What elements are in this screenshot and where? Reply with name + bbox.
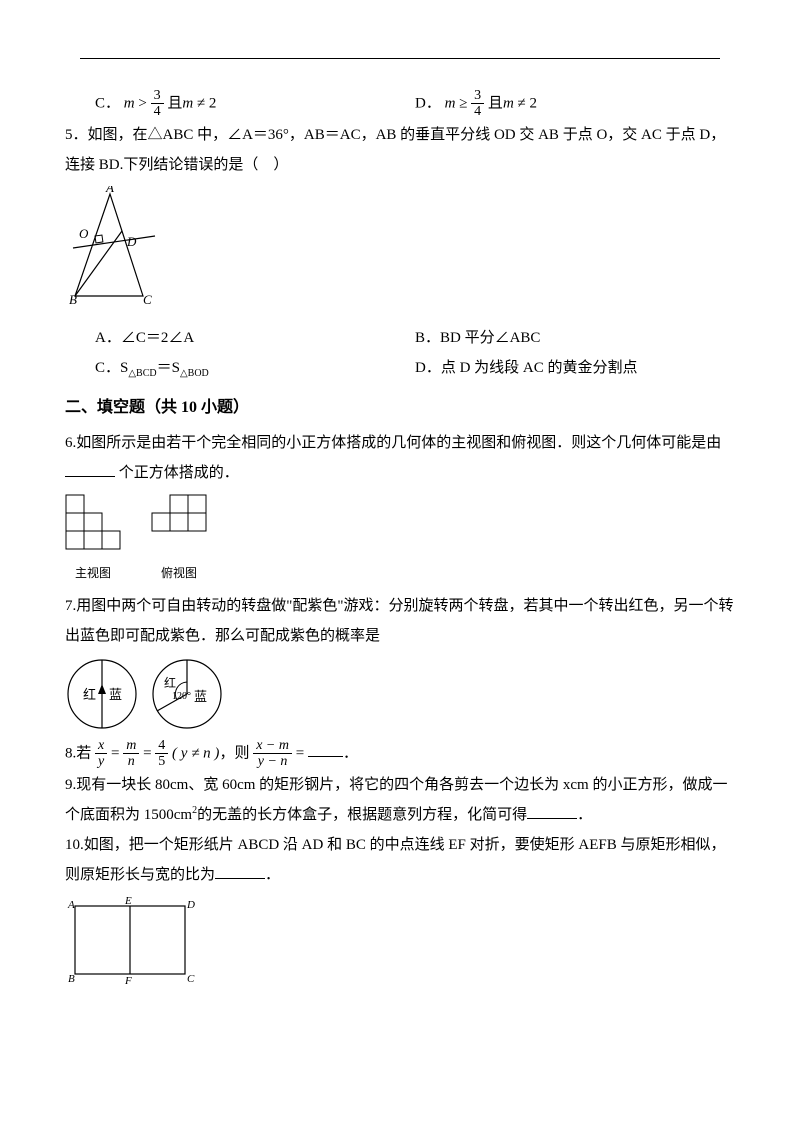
svg-text:F: F (124, 975, 132, 986)
q5c-sub2: △BOD (180, 368, 209, 379)
q8-mid: ，则 (219, 745, 249, 761)
section2-title: 二、填空题（共 10 小题） (65, 392, 735, 424)
q5-row2: C．S△BCD＝S△BOD D．点 D 为线段 AC 的黄金分割点 (65, 353, 735, 384)
svg-text:红: 红 (83, 687, 96, 702)
svg-text:D: D (186, 899, 195, 911)
q6-blank (65, 462, 115, 477)
q4d-frac: 34 (471, 88, 484, 120)
q8-eq1: = (107, 745, 123, 761)
q6-line1: 6.如图所示是由若干个完全相同的小正方体搭成的几何体的主视图和俯视图．则这个几何… (65, 435, 721, 451)
q4c-den: 4 (151, 104, 164, 119)
q4d-ne: ≠ 2 (514, 95, 537, 111)
svg-text:B: B (68, 973, 75, 985)
q5c-pre: C．S (95, 360, 128, 376)
q5-O: O (79, 226, 89, 241)
q4d-prefix: D． (415, 95, 441, 111)
q7-text: 7.用图中两个可自由转动的转盘做"配紫色"游戏：分别旋转两个转盘，若其中一个转出… (65, 591, 735, 651)
q6-fig-main: 主视图 (65, 494, 121, 585)
q4-options-row: C． m > 34 且m ≠ 2 D． m ≥ 34 且m ≠ 2 (65, 88, 735, 120)
q4c-prefix: C． (95, 95, 120, 111)
svg-text:蓝: 蓝 (109, 687, 122, 702)
q10-figure: A E D B F C (65, 896, 735, 997)
q4c-var: m (124, 95, 135, 111)
q8-f4: x − my − n (253, 738, 292, 770)
q9-t2: 的无盖的长方体盒子，根据题意列方程，化简可得 (197, 807, 527, 823)
q5-opt-a: A．∠C＝2∠A (95, 323, 415, 353)
q9-text: 9.现有一块长 80cm、宽 60cm 的矩形钢片，将它的四个角各剪去一个边长为… (65, 770, 735, 830)
q5-C: C (143, 292, 152, 306)
q6-fig-top: 俯视图 (151, 494, 207, 585)
q4c-frac: 34 (151, 88, 164, 120)
svg-text:红: 红 (164, 675, 176, 690)
q5-opt-c: C．S△BCD＝S△BOD (95, 353, 415, 384)
q4d-den: 4 (471, 104, 484, 119)
q6-line2: 个正方体搭成的． (115, 465, 239, 481)
q8-pre: 8.若 (65, 745, 91, 761)
svg-text:120°: 120° (172, 691, 191, 702)
q4d-tail: 且 (484, 95, 503, 111)
q4-opt-c: C． m > 34 且m ≠ 2 (95, 88, 415, 120)
q8-tail: ． (343, 745, 358, 761)
q4c-gt: > (135, 95, 151, 111)
q8-f1d: y (95, 754, 107, 769)
header-rule (80, 58, 720, 59)
q4c-m2: m (182, 95, 193, 111)
q5-A: A (105, 186, 114, 195)
q8-f1: xy (95, 738, 107, 770)
q5c-mid: ＝S (157, 360, 180, 376)
q5-row1: A．∠C＝2∠A B．BD 平分∠ABC (65, 323, 735, 353)
q4d-num: 3 (471, 88, 484, 104)
q7-spinner1: 红 蓝 (65, 657, 140, 732)
q7-spinner2: 红 120° 蓝 (150, 657, 225, 732)
q4c-num: 3 (151, 88, 164, 104)
q8-f2d: n (123, 754, 139, 769)
q8-text: 8.若 xy = mn = 45 ( y ≠ n )，则 x − my − n … (65, 738, 735, 770)
q6-text: 6.如图所示是由若干个完全相同的小正方体搭成的几何体的主视图和俯视图．则这个几何… (65, 428, 735, 488)
q5-figure: A B C O D (65, 186, 735, 317)
svg-text:蓝: 蓝 (194, 689, 207, 704)
q8-eq2: = (139, 745, 155, 761)
q5c-sub1: △BCD (128, 368, 156, 379)
q8-eq3: = (292, 745, 308, 761)
q9-blank (527, 804, 577, 819)
q8-f2n: m (123, 738, 139, 754)
q8-f4d: y − n (253, 754, 292, 769)
q4-opt-d: D． m ≥ 34 且m ≠ 2 (415, 88, 735, 120)
q8-f3: 45 (155, 738, 168, 770)
q5-opt-b: B．BD 平分∠ABC (415, 323, 735, 353)
q4c-tail: 且 (164, 95, 183, 111)
q4d-m2: m (503, 95, 514, 111)
q8-f4n: x − m (253, 738, 292, 754)
q7-figure: 红 蓝 红 120° 蓝 (65, 657, 735, 732)
q6-label2: 俯视图 (151, 561, 207, 585)
q4d-ge: ≥ (455, 95, 471, 111)
svg-text:C: C (187, 973, 195, 985)
q5-D: D (126, 234, 137, 249)
svg-text:E: E (124, 896, 132, 907)
q8-f1n: x (95, 738, 107, 754)
q8-f2: mn (123, 738, 139, 770)
svg-text:A: A (67, 899, 75, 911)
q5-opt-d: D．点 D 为线段 AC 的黄金分割点 (415, 353, 735, 384)
q10-blank (215, 864, 265, 879)
q10-text: 10.如图，把一个矩形纸片 ABCD 沿 AD 和 BC 的中点连线 EF 对折… (65, 830, 735, 890)
q5-B: B (69, 292, 77, 306)
q10-tail: ． (265, 867, 280, 883)
q5-text: 5．如图，在△ABC 中，∠A＝36°，AB＝AC，AB 的垂直平分线 OD 交… (65, 120, 735, 180)
q6-figure: 主视图 俯视图 (65, 494, 735, 585)
q4d-var: m (445, 95, 456, 111)
q8-f3d: 5 (155, 754, 168, 769)
q6-label1: 主视图 (65, 561, 121, 585)
q10-t: 10.如图，把一个矩形纸片 ABCD 沿 AD 和 BC 的中点连线 EF 对折… (65, 837, 725, 883)
q9-tail: ． (577, 807, 592, 823)
q4c-ne: ≠ 2 (193, 95, 216, 111)
q8-f3n: 4 (155, 738, 168, 754)
q8-cond: ( y ≠ n ) (172, 745, 219, 761)
q8-blank (308, 742, 343, 757)
